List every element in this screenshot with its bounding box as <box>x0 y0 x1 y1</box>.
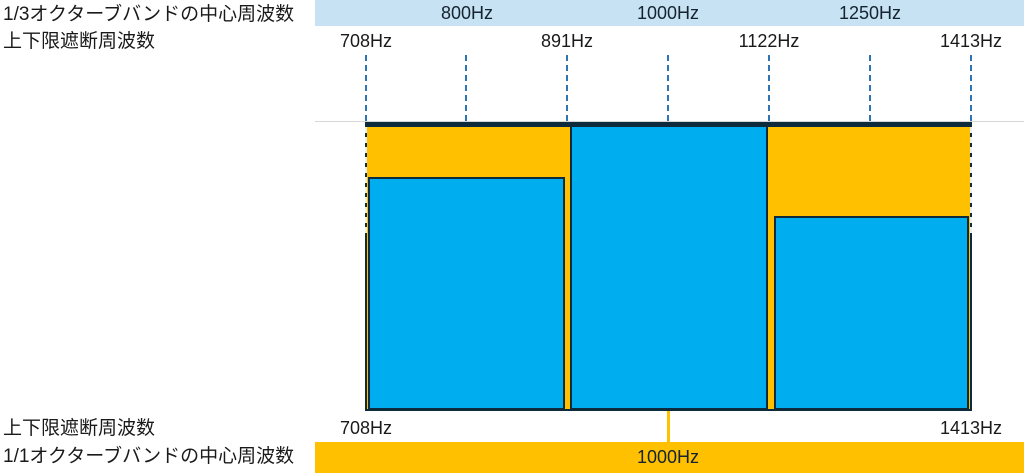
dashed-gridline-800 <box>465 55 467 122</box>
third-octave-band-1250 <box>774 216 969 410</box>
cutoff-label-1122: 1122Hz <box>738 31 800 51</box>
octave-cutoff-label-1413: 1413Hz <box>939 418 1003 438</box>
dashed-gridline-1250 <box>869 55 871 122</box>
cutoff-label-891: 891Hz <box>540 31 594 51</box>
dashed-edge-overlay-left <box>365 127 367 233</box>
dashed-gridline-1122 <box>768 55 770 122</box>
dashed-edge-overlay-right <box>970 127 972 233</box>
dashed-gridline-1000 <box>667 55 669 122</box>
third-octave-band-800 <box>368 177 565 410</box>
gray-rule <box>315 121 1024 122</box>
third-octave-center-bar: 800Hz 1000Hz 1250Hz <box>315 0 1024 26</box>
title-octave-center: 1/1オクターブバンドの中心周波数 <box>3 446 295 467</box>
cutoff-label-1413: 1413Hz <box>939 31 1003 51</box>
third-octave-band-1000 <box>570 122 768 410</box>
dashed-gridline-891 <box>566 55 568 122</box>
center-freq-label-800: 800Hz <box>440 3 494 23</box>
center-freq-label-1000: 1000Hz <box>636 3 700 23</box>
title-cutoff-top: 上下限遮断周波数 <box>3 31 156 52</box>
cutoff-label-708: 708Hz <box>339 31 393 51</box>
title-cutoff-bottom: 上下限遮断周波数 <box>3 418 156 439</box>
octave-cutoff-label-708: 708Hz <box>339 418 393 438</box>
octave-center-bar: 1000Hz <box>315 442 1024 473</box>
dashed-gridline-1413 <box>970 55 972 122</box>
center-freq-label-1250: 1250Hz <box>838 3 902 23</box>
title-third-octave-center: 1/3オクターブバンドの中心周波数 <box>3 4 295 25</box>
dashed-gridline-708 <box>365 55 367 122</box>
octave-center-label-1000: 1000Hz <box>636 447 700 467</box>
octave-center-connector <box>667 411 670 442</box>
